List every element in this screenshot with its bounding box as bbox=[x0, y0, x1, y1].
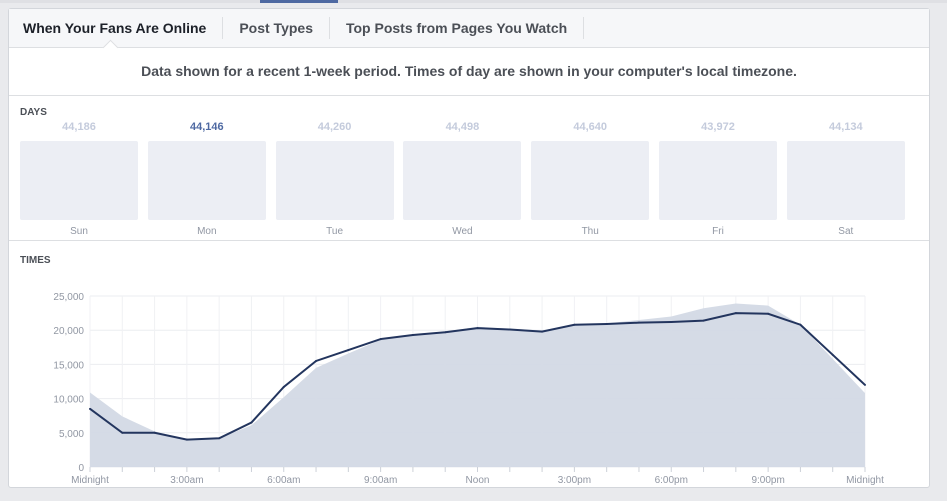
x-tick-label: 6:00am bbox=[267, 475, 300, 486]
y-tick-label: 25,000 bbox=[53, 292, 84, 303]
times-heading: TIMES bbox=[20, 255, 51, 266]
day-tue[interactable]: 44,260 Tue bbox=[275, 121, 394, 237]
data-point bbox=[637, 321, 640, 324]
data-point bbox=[347, 349, 350, 352]
section-divider bbox=[9, 240, 929, 241]
day-count: 44,146 bbox=[189, 121, 224, 133]
x-tick-label: 9:00pm bbox=[751, 475, 784, 486]
x-tick-label: 9:00am bbox=[364, 475, 397, 486]
active-nav-indicator bbox=[260, 0, 338, 3]
day-count: 44,186 bbox=[62, 121, 96, 133]
day-sat[interactable]: 44,134 Sat bbox=[786, 121, 905, 237]
day-bar[interactable] bbox=[403, 141, 522, 220]
top-border bbox=[0, 0, 947, 3]
area-series-all-days bbox=[90, 303, 865, 467]
tab-bar: When Your Fans Are Online Post Types Top… bbox=[9, 9, 929, 56]
day-count: 44,498 bbox=[445, 121, 480, 133]
y-tick-label: 15,000 bbox=[53, 360, 84, 371]
y-tick-label: 5,000 bbox=[59, 429, 84, 440]
day-fri[interactable]: 43,972 Fri bbox=[659, 121, 777, 237]
data-point bbox=[541, 330, 544, 333]
data-point bbox=[250, 421, 253, 424]
data-point bbox=[831, 353, 834, 356]
times-chart: 0 5,000 10,000 15,000 20,000 25,000 Midnight 3:… bbox=[53, 292, 884, 486]
data-point bbox=[799, 323, 802, 326]
day-count: 44,640 bbox=[573, 121, 608, 133]
y-tick-label: 20,000 bbox=[53, 326, 84, 337]
data-point bbox=[379, 338, 382, 341]
timezone-notice: Data shown for a recent 1-week period. T… bbox=[9, 48, 929, 96]
x-tick-label: 3:00am bbox=[170, 475, 203, 486]
days-heading: DAYS bbox=[20, 107, 47, 118]
tab-when-fans-online[interactable]: When Your Fans Are Online bbox=[9, 17, 224, 39]
day-bar[interactable] bbox=[275, 141, 394, 220]
day-thu[interactable]: 44,640 Thu bbox=[531, 121, 650, 237]
day-mon[interactable]: 44,146 Mon bbox=[147, 121, 266, 237]
day-count: 44,134 bbox=[828, 121, 863, 133]
data-point bbox=[508, 328, 511, 331]
data-point bbox=[702, 319, 705, 322]
x-tick-label: 6:00pm bbox=[655, 475, 688, 486]
day-label: Fri bbox=[712, 226, 724, 237]
day-bar[interactable] bbox=[531, 141, 650, 220]
day-label: Thu bbox=[581, 226, 599, 237]
data-point bbox=[185, 438, 188, 441]
day-label: Sat bbox=[838, 226, 854, 237]
day-label: Tue bbox=[326, 226, 344, 237]
data-point bbox=[573, 323, 576, 326]
x-tick-label: Midnight bbox=[846, 475, 884, 486]
data-point bbox=[864, 383, 866, 386]
y-tick-label: 10,000 bbox=[53, 395, 84, 406]
day-count: 44,260 bbox=[317, 121, 352, 133]
data-point bbox=[605, 323, 608, 326]
day-label: Wed bbox=[452, 226, 473, 237]
day-count: 43,972 bbox=[701, 121, 735, 133]
data-point bbox=[444, 331, 447, 334]
x-tick-label: Noon bbox=[466, 475, 490, 486]
day-label: Mon bbox=[197, 226, 217, 237]
tab-top-posts[interactable]: Top Posts from Pages You Watch bbox=[330, 17, 585, 39]
data-point bbox=[218, 437, 221, 440]
tab-post-types[interactable]: Post Types bbox=[223, 17, 330, 39]
data-point bbox=[282, 385, 285, 388]
day-label: Sun bbox=[70, 226, 88, 237]
data-point bbox=[476, 327, 479, 330]
day-bar[interactable] bbox=[20, 141, 138, 220]
insights-card: When Your Fans Are Online Post Types Top… bbox=[8, 8, 930, 488]
data-point bbox=[411, 333, 414, 336]
data-point bbox=[315, 359, 318, 362]
data-point bbox=[121, 431, 124, 434]
day-bar[interactable] bbox=[659, 141, 777, 220]
x-tick-label: Midnight bbox=[71, 475, 109, 486]
y-tick-label: 0 bbox=[78, 463, 84, 474]
x-tick-label: 3:00pm bbox=[558, 475, 591, 486]
data-point bbox=[89, 407, 91, 410]
day-bar[interactable] bbox=[147, 141, 266, 220]
day-wed[interactable]: 44,498 Wed bbox=[403, 121, 522, 237]
day-bar[interactable] bbox=[786, 141, 905, 220]
data-point bbox=[670, 320, 673, 323]
data-point bbox=[734, 312, 737, 315]
data-point bbox=[153, 431, 156, 434]
day-sun[interactable]: 44,186 Sun bbox=[20, 121, 138, 237]
data-point bbox=[767, 312, 770, 315]
